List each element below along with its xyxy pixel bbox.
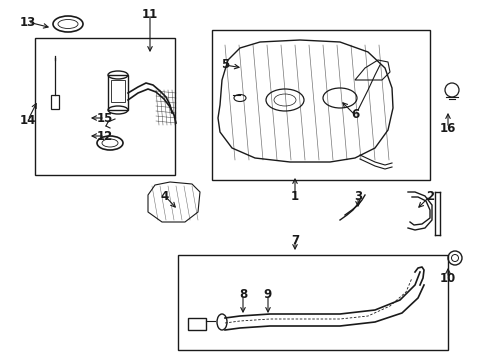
- Text: 14: 14: [20, 113, 36, 126]
- Text: 11: 11: [142, 8, 158, 21]
- Text: 6: 6: [350, 108, 358, 122]
- Text: 15: 15: [97, 112, 113, 125]
- Bar: [111, 80, 125, 102]
- Text: 5: 5: [221, 58, 229, 72]
- Bar: [187, 318, 205, 330]
- Text: 1: 1: [290, 189, 299, 202]
- Text: 8: 8: [238, 288, 246, 302]
- Text: 12: 12: [97, 130, 113, 143]
- Text: 2: 2: [425, 189, 433, 202]
- Text: 10: 10: [439, 271, 455, 284]
- Bar: [108, 75, 128, 110]
- Text: 7: 7: [290, 234, 299, 247]
- Bar: [212, 30, 429, 180]
- Text: 3: 3: [353, 189, 361, 202]
- Bar: [35, 38, 175, 175]
- Bar: [178, 255, 447, 350]
- Text: 4: 4: [161, 189, 169, 202]
- Text: 13: 13: [20, 15, 36, 28]
- Text: 16: 16: [439, 122, 455, 135]
- Text: 9: 9: [264, 288, 271, 302]
- Bar: [51, 95, 59, 109]
